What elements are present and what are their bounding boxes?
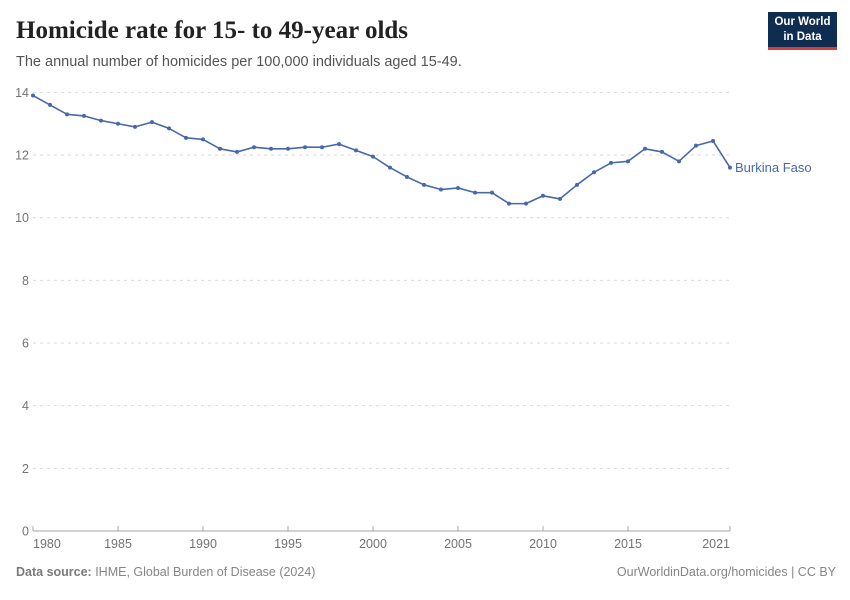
data-point[interactable]: [711, 138, 715, 143]
data-point[interactable]: [99, 118, 103, 123]
data-point[interactable]: [82, 113, 86, 118]
x-tick-label: 1980: [33, 537, 61, 551]
chart-title: Homicide rate for 15- to 49-year olds: [16, 17, 409, 44]
data-point[interactable]: [473, 190, 477, 195]
data-point[interactable]: [507, 201, 511, 206]
data-point[interactable]: [439, 187, 443, 192]
data-point[interactable]: [558, 196, 562, 201]
data-point[interactable]: [422, 182, 426, 187]
data-source-label: Data source:: [16, 565, 92, 579]
data-point[interactable]: [31, 93, 35, 98]
data-point[interactable]: [303, 145, 307, 150]
data-point[interactable]: [337, 142, 341, 147]
owid-logo: Our World in Data: [768, 12, 837, 50]
y-tick-label: 4: [22, 399, 29, 413]
data-point[interactable]: [728, 165, 732, 170]
data-point[interactable]: [592, 170, 596, 175]
x-tick-label: 2010: [529, 537, 557, 551]
owid-logo-line2: in Data: [783, 30, 822, 43]
data-point[interactable]: [201, 137, 205, 142]
data-source: Data source: IHME, Global Burden of Dise…: [16, 564, 315, 580]
x-tick-label: 1985: [104, 537, 132, 551]
x-tick-label: 2021: [702, 537, 730, 551]
data-point[interactable]: [252, 145, 256, 150]
x-tick-label: 2000: [359, 537, 387, 551]
data-point[interactable]: [218, 146, 222, 151]
y-tick-label: 6: [22, 337, 29, 351]
data-point[interactable]: [388, 165, 392, 170]
data-point[interactable]: [235, 149, 239, 154]
rights-link[interactable]: OurWorldinData.org/homicides | CC BY: [616, 565, 836, 579]
chart-footer: Data source: IHME, Global Burden of Dise…: [16, 564, 836, 580]
data-point[interactable]: [150, 120, 154, 125]
data-point[interactable]: [354, 148, 358, 153]
data-point[interactable]: [524, 201, 528, 206]
data-point[interactable]: [626, 159, 630, 164]
data-point[interactable]: [167, 126, 171, 131]
x-tick-label: 1990: [189, 537, 217, 551]
data-point[interactable]: [643, 146, 647, 151]
series-label: Burkina Faso: [735, 160, 812, 175]
data-point[interactable]: [456, 185, 460, 190]
x-tick-label: 2015: [614, 537, 642, 551]
data-point[interactable]: [48, 102, 52, 107]
y-tick-label: 8: [22, 274, 29, 288]
y-tick-label: 12: [15, 149, 29, 163]
data-point[interactable]: [541, 193, 545, 198]
data-point[interactable]: [371, 154, 375, 159]
y-tick-label: 14: [15, 86, 29, 100]
data-point[interactable]: [405, 174, 409, 179]
data-point[interactable]: [660, 149, 664, 154]
data-point[interactable]: [575, 182, 579, 187]
owid-logo-line1: Our World: [774, 16, 831, 29]
chart-subtitle: The annual number of homicides per 100,0…: [16, 54, 462, 70]
y-tick-label: 2: [22, 462, 29, 476]
data-point[interactable]: [609, 160, 613, 165]
y-tick-label: 10: [15, 211, 29, 225]
data-point[interactable]: [133, 124, 137, 129]
chart-header: Homicide rate for 15- to 49-year olds Th…: [16, 16, 750, 72]
data-point[interactable]: [677, 159, 681, 164]
x-tick-label: 1995: [274, 537, 302, 551]
data-line[interactable]: [32, 94, 731, 205]
data-point[interactable]: [286, 146, 290, 151]
data-point[interactable]: [65, 112, 69, 117]
data-point[interactable]: [269, 146, 273, 151]
data-point[interactable]: [184, 135, 188, 140]
data-point[interactable]: [490, 190, 494, 195]
x-tick-label: 2005: [444, 537, 472, 551]
data-point[interactable]: [116, 121, 120, 126]
data-point[interactable]: [320, 145, 324, 150]
data-source-text: IHME, Global Burden of Disease (2024): [91, 565, 316, 579]
y-tick-label: 0: [22, 525, 29, 539]
data-point[interactable]: [694, 143, 698, 148]
